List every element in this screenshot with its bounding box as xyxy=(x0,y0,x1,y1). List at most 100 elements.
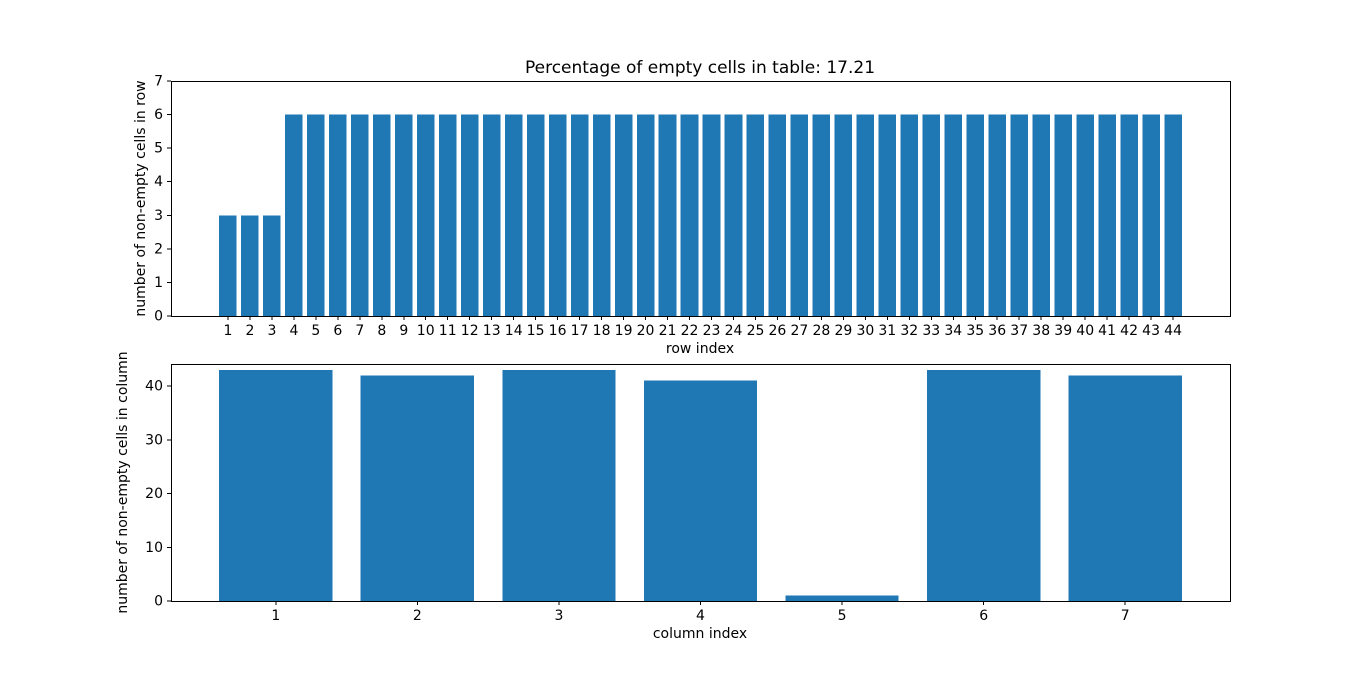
x-tick-label: 13 xyxy=(483,323,501,339)
x-tick-label: 9 xyxy=(399,323,408,339)
x-tick-label: 24 xyxy=(725,323,743,339)
x-tick-label: 40 xyxy=(1076,323,1094,339)
x-tick-label: 2 xyxy=(245,323,254,339)
y-tick-label: 2 xyxy=(154,241,163,257)
y-tick-label: 6 xyxy=(154,107,163,123)
bar xyxy=(900,114,919,316)
bar xyxy=(1010,114,1028,316)
x-tick-label: 15 xyxy=(527,323,545,339)
y-tick-label: 5 xyxy=(154,141,163,157)
bottom-chart-xlabel: column index xyxy=(653,626,747,642)
bar xyxy=(460,114,479,316)
bar xyxy=(394,114,413,316)
bar xyxy=(307,114,325,316)
x-tick-label: 4 xyxy=(289,323,298,339)
x-tick-label: 10 xyxy=(417,323,435,339)
x-tick-label: 22 xyxy=(681,323,699,339)
bar xyxy=(680,114,699,316)
x-tick-label: 14 xyxy=(505,323,523,339)
bar xyxy=(746,114,765,316)
bar xyxy=(614,114,633,316)
bar xyxy=(526,114,545,316)
x-tick-label: 43 xyxy=(1142,323,1160,339)
x-tick-label: 42 xyxy=(1120,323,1138,339)
bar xyxy=(724,114,743,316)
bar xyxy=(944,114,963,316)
x-tick-label: 11 xyxy=(439,323,457,339)
bar xyxy=(285,114,303,316)
x-tick-label: 18 xyxy=(593,323,611,339)
y-tick-label: 30 xyxy=(145,432,163,448)
bar xyxy=(702,114,721,316)
x-tick-label: 12 xyxy=(461,323,479,339)
y-tick-label: 1 xyxy=(154,275,163,291)
bar xyxy=(1098,114,1116,316)
x-tick-label: 30 xyxy=(856,323,874,339)
x-tick-label: 37 xyxy=(1010,323,1028,339)
x-tick-label: 3 xyxy=(554,608,563,624)
bar xyxy=(1068,375,1182,601)
x-tick-label: 7 xyxy=(355,323,364,339)
axes-spines xyxy=(171,81,1231,317)
bar xyxy=(438,114,457,316)
y-tick-label: 3 xyxy=(154,208,163,224)
x-tick-label: 25 xyxy=(747,323,765,339)
x-tick-label: 3 xyxy=(267,323,276,339)
bar xyxy=(329,114,347,316)
bar xyxy=(263,215,281,316)
bar xyxy=(502,369,616,601)
top-chart-title: Percentage of empty cells in table: 17.2… xyxy=(525,58,875,78)
y-tick-label: 4 xyxy=(154,174,163,190)
bar xyxy=(1054,114,1072,316)
x-tick-label: 6 xyxy=(333,323,342,339)
x-tick-label: 17 xyxy=(571,323,589,339)
x-tick-label: 16 xyxy=(549,323,567,339)
y-tick-label: 20 xyxy=(145,486,163,502)
bar xyxy=(643,380,758,601)
y-tick-label: 40 xyxy=(145,379,163,395)
x-tick-label: 20 xyxy=(637,323,655,339)
x-tick-label: 1 xyxy=(271,608,280,624)
y-tick-label: 10 xyxy=(145,540,163,556)
bar xyxy=(878,114,897,316)
bar xyxy=(1032,114,1050,316)
bar xyxy=(922,114,941,316)
bar xyxy=(416,114,435,316)
x-tick-label: 5 xyxy=(838,608,847,624)
x-tick-label: 33 xyxy=(922,323,940,339)
bar xyxy=(360,375,474,601)
bar xyxy=(504,114,523,316)
x-tick-label: 7 xyxy=(1121,608,1130,624)
bar xyxy=(351,114,369,316)
x-tick-label: 32 xyxy=(900,323,918,339)
top-chart-ylabel: number of non-empty cells in row xyxy=(133,80,149,316)
bar xyxy=(966,114,985,316)
bar xyxy=(658,114,677,316)
bar xyxy=(592,114,611,316)
bar xyxy=(1164,114,1182,316)
x-tick-label: 21 xyxy=(659,323,677,339)
top-chart-xlabel: row index xyxy=(666,341,734,357)
x-tick-label: 41 xyxy=(1098,323,1116,339)
bar xyxy=(219,215,237,316)
x-tick-label: 26 xyxy=(768,323,786,339)
bar xyxy=(570,114,589,316)
x-tick-label: 6 xyxy=(979,608,988,624)
bar xyxy=(482,114,501,316)
x-tick-label: 4 xyxy=(696,608,705,624)
x-tick-label: 35 xyxy=(966,323,984,339)
bar xyxy=(373,114,391,316)
x-tick-label: 34 xyxy=(944,323,962,339)
x-tick-label: 8 xyxy=(377,323,386,339)
bar xyxy=(1076,114,1094,316)
x-tick-label: 23 xyxy=(703,323,721,339)
x-tick-label: 44 xyxy=(1164,323,1182,339)
bar xyxy=(241,215,259,316)
y-tick-label: 0 xyxy=(154,594,163,610)
bar xyxy=(219,369,333,601)
y-tick-label: 7 xyxy=(154,74,163,90)
x-tick-label: 5 xyxy=(311,323,320,339)
